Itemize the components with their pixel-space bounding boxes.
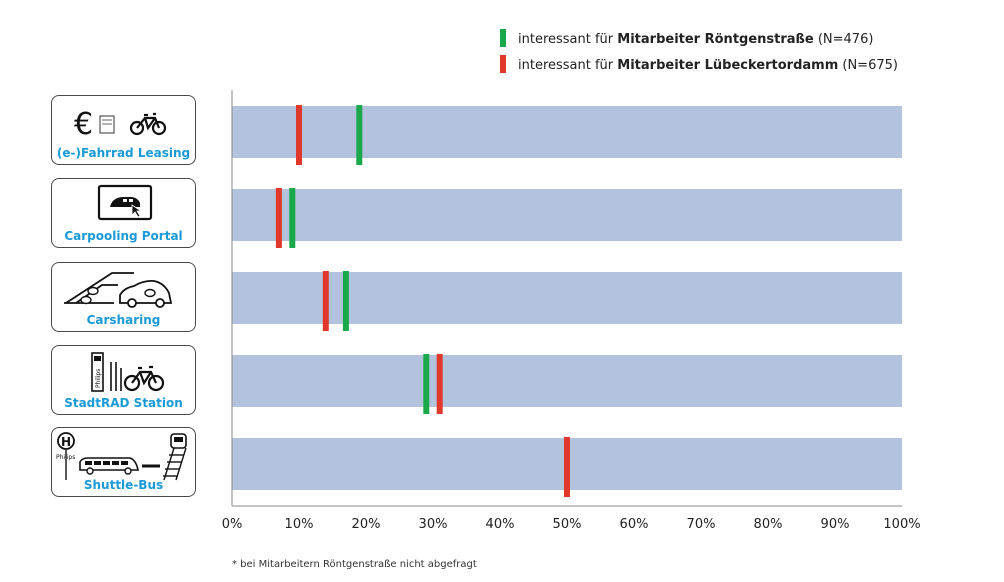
footnote: * bei Mitarbeitern Röntgenstraße nicht a… xyxy=(232,559,477,570)
category-box-carsharing: Carsharing xyxy=(51,262,196,332)
x-tick-label: 100% xyxy=(883,517,920,532)
station-brand-text: Philips xyxy=(95,369,102,388)
marker-series1-row2 xyxy=(322,271,329,331)
category-label: Carsharing xyxy=(86,313,161,327)
bar-track-1 xyxy=(232,189,902,241)
category-box-carpooling: Carpooling Portal xyxy=(51,178,196,248)
legend-swatch-red xyxy=(500,55,506,73)
x-tick-label: 40% xyxy=(486,517,515,532)
category-label: (e-)Fahrrad Leasing xyxy=(56,146,191,160)
bus-stop-letter: H xyxy=(61,435,71,449)
shuttle-bus-stop-icon: H Philips xyxy=(56,432,187,481)
legend-bold: Mitarbeiter Röntgenstraße xyxy=(617,32,814,47)
bus-stop-brand-text: Philips xyxy=(56,454,75,461)
legend-item-roentgenstrasse: interessant für Mitarbeiter Röntgenstraß… xyxy=(500,29,873,47)
marker-series0-row0 xyxy=(356,105,363,165)
x-tick-label: 80% xyxy=(754,517,783,532)
bar-track-2 xyxy=(232,272,902,324)
legend-prefix: interessant für xyxy=(518,58,618,73)
category-box-shuttle: H Philips Shuttle-Bus xyxy=(51,427,196,497)
marker-series0-row1 xyxy=(289,188,296,248)
marker-series0-row3 xyxy=(423,354,430,414)
bar-track-0 xyxy=(232,106,902,158)
x-tick-label: 10% xyxy=(285,517,314,532)
marker-series0-row2 xyxy=(342,271,349,331)
category-box-stadtrad: Philips StadtRAD Station xyxy=(51,345,196,415)
marker-series1-row1 xyxy=(275,188,282,248)
legend-suffix: (N=675) xyxy=(838,58,898,73)
marker-series1-row4 xyxy=(564,437,570,497)
euro-document-bicycle-icon: € xyxy=(74,107,167,142)
x-tick-label: 30% xyxy=(419,517,448,532)
legend-prefix: interessant für xyxy=(518,32,618,47)
category-box-ebike-leasing: € (e-)Fahrrad Leasing xyxy=(51,95,196,165)
x-tick-label: 0% xyxy=(222,517,243,532)
category-label: Carpooling Portal xyxy=(64,229,183,243)
category-label: Shuttle-Bus xyxy=(83,478,164,492)
category-label: StadtRAD Station xyxy=(64,396,183,410)
legend-swatch-green xyxy=(500,29,506,47)
bar-track-3 xyxy=(232,355,902,407)
legend-suffix: (N=476) xyxy=(813,32,874,47)
carsharing-parking-car-icon xyxy=(64,272,173,308)
legend-bold: Mitarbeiter Lübeckertordamm xyxy=(617,58,839,73)
marker-series1-row3 xyxy=(436,354,443,414)
legend-item-luebeckertordamm: interessant für Mitarbeiter Lübeckertord… xyxy=(500,55,898,73)
x-tick-label: 90% xyxy=(821,517,850,532)
svg-text:€: € xyxy=(74,107,93,142)
carpooling-screen-icon xyxy=(97,184,153,221)
x-tick-label: 50% xyxy=(553,517,582,532)
x-tick-label: 20% xyxy=(352,517,381,532)
x-tick-label: 70% xyxy=(687,517,716,532)
x-tick-label: 60% xyxy=(620,517,649,532)
marker-series1-row0 xyxy=(296,105,302,165)
bike-station-icon: Philips xyxy=(91,352,165,392)
